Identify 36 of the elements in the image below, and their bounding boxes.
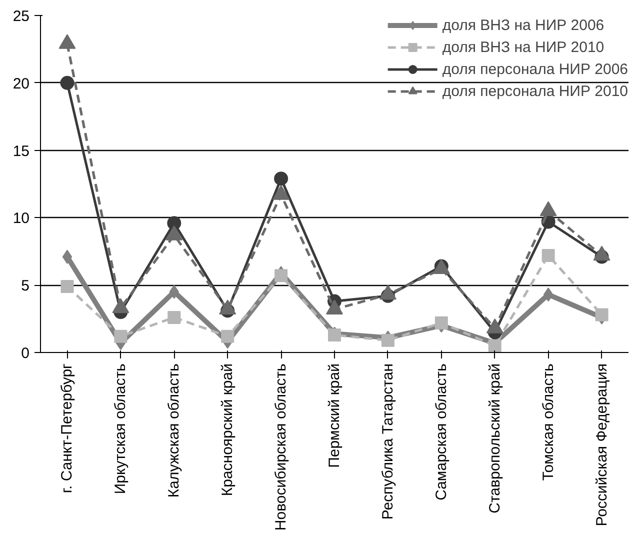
x-tick-label: Республика Татарстан [379, 363, 396, 520]
point [595, 308, 608, 322]
x-tick-label: Российская Федерация [593, 363, 610, 526]
x-tick-label: Красноярский край [219, 363, 236, 496]
point [381, 334, 394, 347]
legend-label: доля ВНЗ на НИР 2006 [442, 16, 604, 34]
y-tick-label: 10 [12, 210, 30, 228]
x-tick-label: Новосибирская область [272, 363, 290, 531]
legend-label: доля персонала НИР 2010 [442, 82, 628, 100]
x-tick-label: г. Санкт-Петербург [58, 362, 76, 494]
point [274, 172, 288, 186]
legend-label: доля ВНЗ на НИР 2010 [442, 38, 604, 56]
point [488, 339, 502, 352]
point [62, 250, 72, 264]
x-tick-label: Иркутская область [112, 363, 130, 494]
y-tick-label: 20 [12, 75, 30, 92]
legend-label: доля персонала НИР 2006 [442, 60, 628, 78]
x-tick-label: Пермский край [326, 363, 343, 468]
point [274, 269, 288, 282]
y-tick-label: 5 [21, 278, 30, 295]
point [114, 330, 128, 343]
point [221, 330, 234, 343]
point [60, 280, 74, 293]
x-tick-label: Калужская область [166, 363, 183, 498]
y-tick-label: 15 [12, 142, 30, 160]
y-tick-label: 0 [21, 345, 30, 362]
point [543, 288, 554, 302]
y-tick-label: 25 [12, 8, 30, 25]
point [60, 76, 74, 90]
x-tick-label: Самарская область [432, 363, 450, 500]
point [542, 248, 555, 262]
point [167, 216, 182, 230]
point [168, 310, 181, 324]
x-tick-label: Томская область [540, 363, 557, 481]
x-tick-label: Ставропольский край [486, 363, 504, 514]
point [434, 316, 448, 330]
